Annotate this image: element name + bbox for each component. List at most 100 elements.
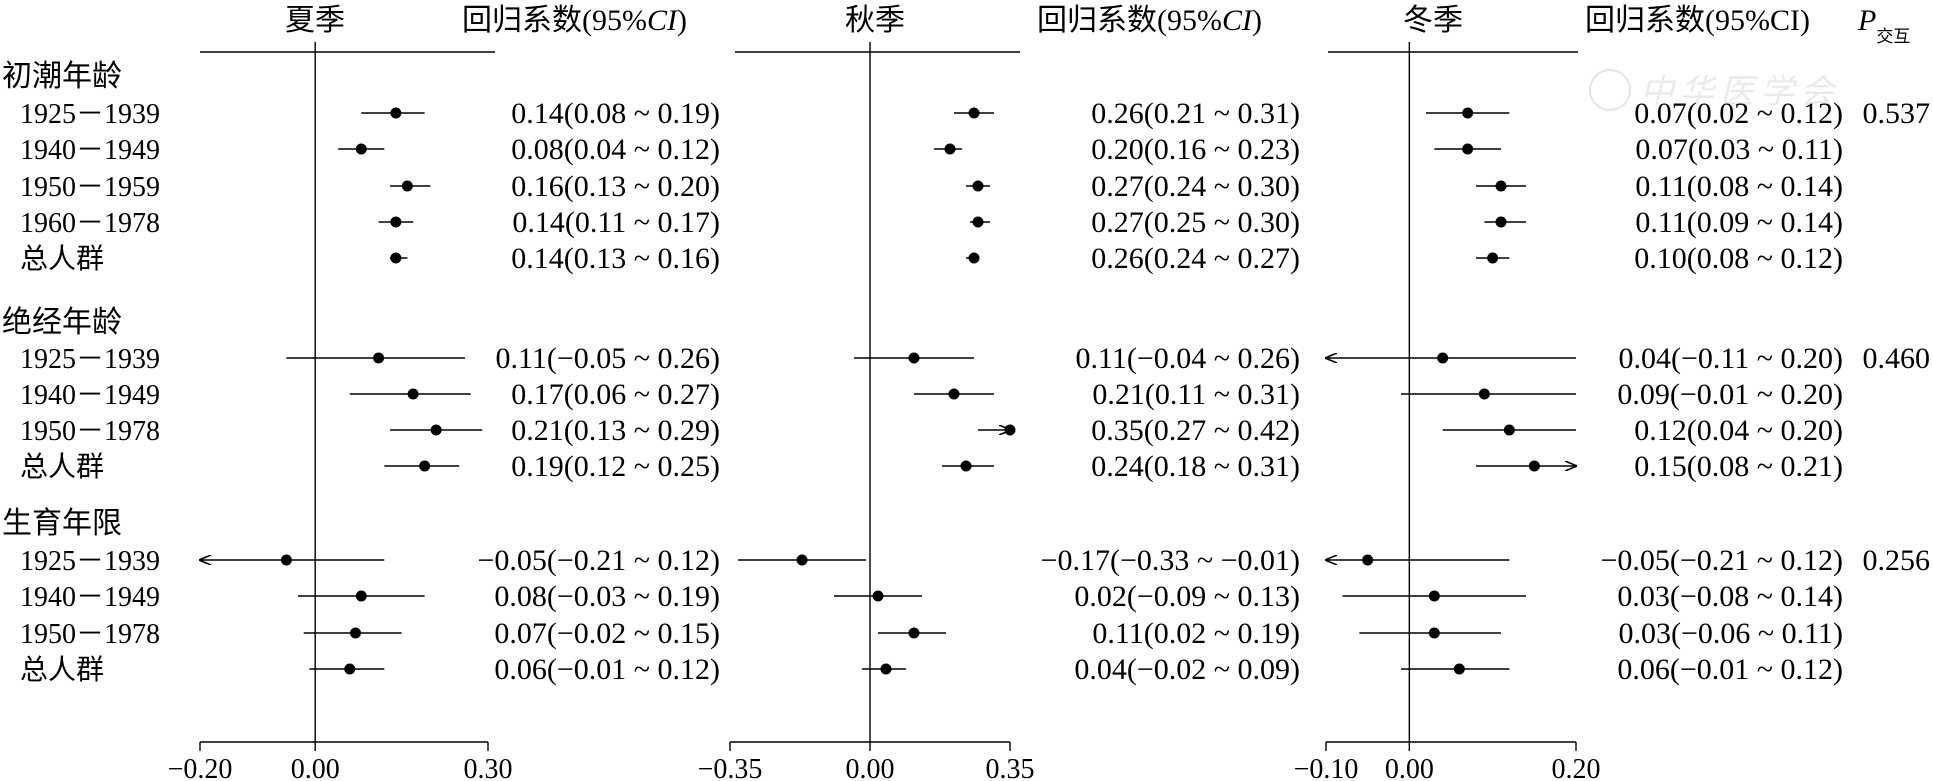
axes-layer: 中华医学会	[199, 42, 1840, 751]
p-interaction-header: P交互	[1857, 4, 1910, 47]
point-estimate	[401, 180, 413, 192]
point-estimate	[1428, 627, 1440, 639]
point-estimate	[280, 554, 292, 566]
row-label: 1940－1949	[20, 582, 160, 613]
x-axis-tick-label: −0.35	[698, 754, 763, 781]
coef-value: 0.11(0.09 ~ 0.14)	[1635, 206, 1843, 239]
coef-header-part: 回归系数(95%	[1037, 4, 1222, 37]
panel-title: 夏季	[285, 3, 345, 38]
row-label: 1940－1949	[20, 135, 160, 166]
coef-value: 0.19(0.12 ~ 0.25)	[511, 450, 720, 483]
coef-value: 0.21(0.11 ~ 0.31)	[1092, 378, 1300, 411]
point-estimate	[355, 143, 367, 155]
point-estimate	[972, 180, 984, 192]
point-estimate	[944, 143, 956, 155]
point-estimate	[1462, 107, 1474, 119]
row-label: 1925－1939	[20, 344, 160, 375]
coef-value: 0.27(0.25 ~ 0.30)	[1091, 206, 1300, 239]
coef-value: 0.07(0.03 ~ 0.11)	[1635, 133, 1843, 166]
coef-header-part: CI	[1222, 4, 1254, 37]
p-interaction-value: 0.256	[1863, 544, 1931, 577]
coef-header-part: )	[1252, 4, 1262, 37]
coef-value: 0.08(−0.03 ~ 0.19)	[494, 580, 720, 613]
coef-value: 0.14(0.08 ~ 0.19)	[511, 97, 720, 130]
coef-value: 0.17(0.06 ~ 0.27)	[511, 378, 720, 411]
row-label: 1925－1939	[20, 546, 160, 577]
coef-value: 0.10(0.08 ~ 0.12)	[1634, 242, 1843, 275]
coef-value: 0.14(0.13 ~ 0.16)	[511, 242, 720, 275]
coef-value: −0.17(−0.33 ~ −0.01)	[1041, 544, 1300, 577]
coef-value: 0.03(−0.08 ~ 0.14)	[1617, 580, 1843, 613]
point-estimate	[350, 627, 362, 639]
row-label: 1950－1978	[20, 619, 160, 650]
x-axis-tick-label: 0.20	[1552, 754, 1601, 781]
row-label: 1950－1959	[20, 172, 160, 203]
coef-value: 0.09(−0.01 ~ 0.20)	[1617, 378, 1843, 411]
coef-value: 0.02(−0.09 ~ 0.13)	[1074, 580, 1300, 613]
point-estimate	[1503, 424, 1515, 436]
coef-value: 0.20(0.16 ~ 0.23)	[1091, 133, 1300, 166]
p-interaction-value: 0.460	[1863, 342, 1931, 375]
point-estimate	[1428, 590, 1440, 602]
point-estimate	[1004, 424, 1016, 436]
point-estimate	[390, 107, 402, 119]
coef-value: 0.12(0.04 ~ 0.20)	[1634, 414, 1843, 447]
group-label: 初潮年龄	[2, 59, 122, 94]
watermark-text: 中华医学会	[1640, 72, 1840, 112]
point-estimate	[390, 216, 402, 228]
panel-title: 冬季	[1403, 3, 1463, 38]
p-subscript: 交互	[1876, 27, 1910, 47]
point-estimate	[1495, 180, 1507, 192]
point-estimate	[948, 388, 960, 400]
row-label: 总人群	[20, 243, 104, 275]
text-layer: 夏季 回归系数(95%CI)−0.20 0.00 0.300.14(0.08 ~ 0.…	[2, 3, 1930, 781]
coef-column-header: 回归系数(95%CI)	[1037, 4, 1262, 37]
coef-value: 0.04(−0.11 ~ 0.20)	[1618, 342, 1843, 375]
group-label: 绝经年龄	[2, 305, 122, 340]
coef-value: 0.26(0.24 ~ 0.27)	[1091, 242, 1300, 275]
coef-value: 0.07(0.02 ~ 0.12)	[1634, 97, 1843, 130]
watermark-seal	[1589, 69, 1631, 111]
coef-value: 0.04(−0.02 ~ 0.09)	[1074, 653, 1300, 686]
point-estimate	[390, 252, 402, 264]
coef-value: 0.08(0.04 ~ 0.12)	[511, 133, 720, 166]
point-estimate	[1487, 252, 1499, 264]
coef-value: 0.11(0.08 ~ 0.14)	[1635, 170, 1843, 203]
group-label: 生育年限	[2, 506, 122, 541]
coef-header-part: 回归系数(95%	[462, 4, 647, 37]
coef-header-part: CI	[647, 4, 679, 37]
coef-value: 0.06(−0.01 ~ 0.12)	[494, 653, 720, 686]
coef-value: 0.06(−0.01 ~ 0.12)	[1617, 653, 1843, 686]
point-estimate	[373, 352, 385, 364]
point-estimate	[1478, 388, 1490, 400]
coef-value: 0.07(−0.02 ~ 0.15)	[494, 617, 720, 650]
point-estimate	[968, 252, 980, 264]
x-axis-tick-label: 0.00	[1385, 754, 1434, 781]
point-estimate	[968, 107, 980, 119]
coef-value: 0.26(0.21 ~ 0.31)	[1091, 97, 1300, 130]
coef-value: 0.11(0.02 ~ 0.19)	[1092, 617, 1300, 650]
point-estimate	[872, 590, 884, 602]
coef-value: 0.35(0.27 ~ 0.42)	[1091, 414, 1300, 447]
marks-layer	[200, 107, 1576, 675]
point-estimate	[1437, 352, 1449, 364]
row-label: 1950－1978	[20, 416, 160, 447]
coef-value: −0.05(−0.21 ~ 0.12)	[1600, 544, 1843, 577]
point-estimate	[355, 590, 367, 602]
coef-value: 0.11(−0.05 ~ 0.26)	[495, 342, 720, 375]
point-estimate	[407, 388, 419, 400]
coef-column-header: 回归系数(95%CI)	[1585, 4, 1810, 37]
x-axis-tick-label: −0.10	[1294, 754, 1359, 781]
row-label: 总人群	[20, 451, 104, 483]
x-axis-tick-label: −0.20	[168, 754, 233, 781]
point-estimate	[908, 352, 920, 364]
coef-header-part: )	[677, 4, 687, 37]
row-label: 1925－1939	[20, 99, 160, 130]
point-estimate	[344, 663, 356, 675]
row-label: 1940－1949	[20, 380, 160, 411]
point-estimate	[960, 460, 972, 472]
coef-column-header: 回归系数(95%CI)	[462, 4, 687, 37]
coef-value: −0.05(−0.21 ~ 0.12)	[477, 544, 720, 577]
coef-value: 0.11(−0.04 ~ 0.26)	[1075, 342, 1300, 375]
point-estimate	[1528, 460, 1540, 472]
